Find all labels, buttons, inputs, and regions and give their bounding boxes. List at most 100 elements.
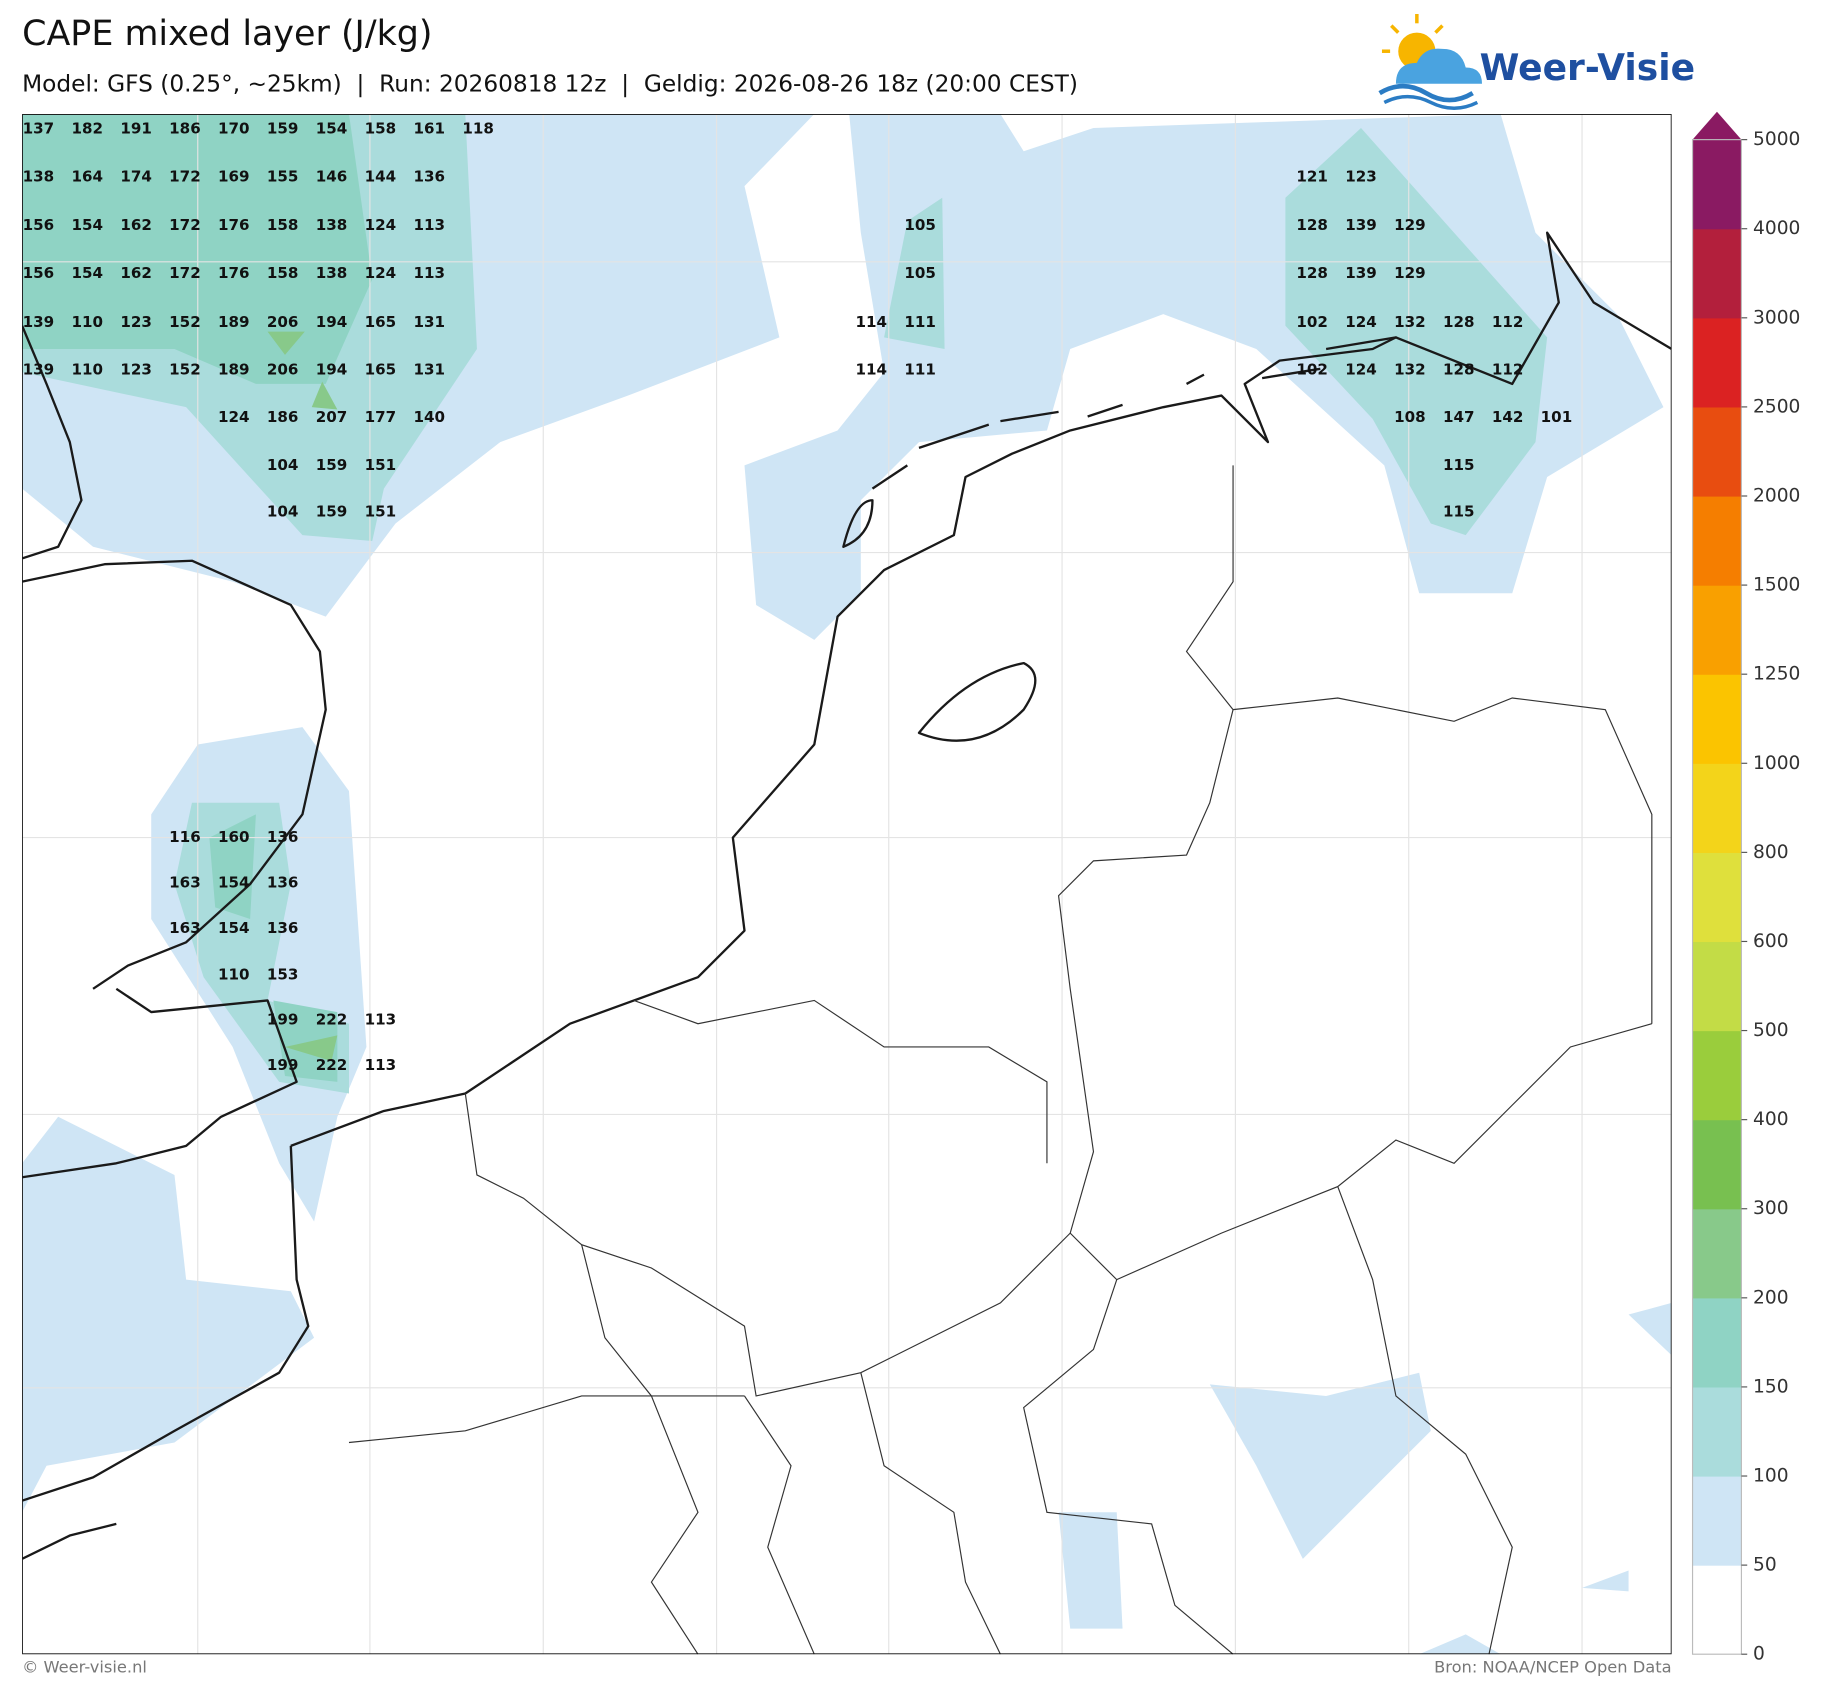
cape-value: 199 bbox=[267, 1011, 299, 1029]
cape-value: 165 bbox=[365, 360, 397, 378]
map: 137 182 191 186 170 159 154 158 161 118 138 164 174 1… bbox=[22, 114, 1672, 1655]
colorbar-label: 300 bbox=[1753, 1198, 1789, 1219]
cape-value: 165 bbox=[365, 313, 397, 331]
cape-value: 110 bbox=[218, 965, 250, 983]
cape-value: 116 bbox=[169, 828, 201, 846]
cape-value: 137 bbox=[23, 120, 55, 138]
cape-value: 111 bbox=[904, 360, 936, 378]
cape-value: 124 bbox=[1345, 313, 1377, 331]
colorbar-band bbox=[1692, 139, 1742, 230]
cape-value: 105 bbox=[904, 216, 936, 234]
cape-value: 154 bbox=[218, 873, 250, 891]
cape-value: 158 bbox=[267, 216, 299, 234]
cape-value: 158 bbox=[365, 120, 397, 138]
cape-value: 113 bbox=[365, 1011, 397, 1029]
cape-value: 118 bbox=[462, 120, 494, 138]
cape-value: 174 bbox=[120, 167, 152, 185]
cape-value: 136 bbox=[267, 919, 299, 937]
cape-value: 128 bbox=[1443, 360, 1475, 378]
cape-value: 136 bbox=[413, 167, 445, 185]
cape-value: 189 bbox=[218, 313, 250, 331]
cape-value: 162 bbox=[120, 264, 152, 282]
cape-value: 114 bbox=[856, 313, 888, 331]
cape-value: 161 bbox=[413, 120, 445, 138]
cape-value: 129 bbox=[1394, 264, 1426, 282]
cape-value: 222 bbox=[316, 1011, 348, 1029]
cape-value: 172 bbox=[169, 264, 201, 282]
cape-value: 162 bbox=[120, 216, 152, 234]
colorbar-band bbox=[1692, 1476, 1742, 1566]
colorbar-band bbox=[1692, 228, 1742, 319]
cape-value: 138 bbox=[23, 167, 55, 185]
cape-value: 154 bbox=[218, 919, 250, 937]
colorbar-label: 500 bbox=[1753, 1020, 1789, 1041]
colorbar-label: 4000 bbox=[1753, 218, 1800, 239]
cape-value: 172 bbox=[169, 167, 201, 185]
colorbar-label: 3000 bbox=[1753, 307, 1800, 328]
cape-value: 101 bbox=[1541, 408, 1573, 426]
cape-value: 170 bbox=[218, 120, 250, 138]
cape-value: 158 bbox=[267, 264, 299, 282]
cape-value: 164 bbox=[71, 167, 103, 185]
cape-value: 102 bbox=[1296, 313, 1328, 331]
cape-value: 144 bbox=[365, 167, 397, 185]
cape-value: 163 bbox=[169, 873, 201, 891]
cape-value: 163 bbox=[169, 919, 201, 937]
cape-value: 206 bbox=[267, 313, 299, 331]
cape-value: 159 bbox=[316, 456, 348, 474]
cape-value: 189 bbox=[218, 360, 250, 378]
colorbar-label: 1000 bbox=[1753, 753, 1800, 774]
colorbar-band bbox=[1692, 1208, 1742, 1299]
colorbar-frame bbox=[1691, 139, 1742, 1655]
cape-value: 112 bbox=[1492, 360, 1524, 378]
cape-value: 155 bbox=[267, 167, 299, 185]
cape-value: 132 bbox=[1394, 313, 1426, 331]
cape-value: 154 bbox=[71, 216, 103, 234]
cape-value: 152 bbox=[169, 360, 201, 378]
cape-value: 199 bbox=[267, 1056, 299, 1074]
cape-value: 128 bbox=[1443, 313, 1475, 331]
cape-value: 123 bbox=[120, 360, 152, 378]
colorbar-band bbox=[1692, 406, 1742, 497]
cape-labels: 137 182 191 186 170 159 154 158 161 118 138 164 174 1… bbox=[23, 120, 1573, 1074]
cape-value: 110 bbox=[71, 360, 103, 378]
footer-left: © Weer-visie.nl bbox=[22, 1658, 147, 1677]
cape-value: 153 bbox=[267, 965, 299, 983]
title: CAPE mixed layer (J/kg) bbox=[22, 14, 432, 54]
cape-value: 159 bbox=[316, 502, 348, 520]
cape-value: 156 bbox=[23, 264, 55, 282]
cape-value: 124 bbox=[218, 408, 250, 426]
colorbar-label: 0 bbox=[1753, 1644, 1765, 1665]
cape-value: 138 bbox=[316, 216, 348, 234]
colorbar-label: 400 bbox=[1753, 1109, 1789, 1130]
cape-value: 124 bbox=[365, 216, 397, 234]
cape-value: 131 bbox=[413, 313, 445, 331]
cape-value: 139 bbox=[1345, 216, 1377, 234]
colorbar-band bbox=[1692, 941, 1742, 1032]
colorbar-label: 2000 bbox=[1753, 486, 1800, 507]
cape-value: 113 bbox=[413, 216, 445, 234]
cape-value: 186 bbox=[169, 120, 201, 138]
cape-value: 160 bbox=[218, 828, 250, 846]
cape-value: 129 bbox=[1394, 216, 1426, 234]
cape-value: 194 bbox=[316, 360, 348, 378]
colorbar-band bbox=[1692, 763, 1742, 853]
cape-value: 139 bbox=[1345, 264, 1377, 282]
cape-value: 176 bbox=[218, 216, 250, 234]
cape-value: 151 bbox=[365, 502, 397, 520]
cape-value: 138 bbox=[316, 264, 348, 282]
colorbar-label: 50 bbox=[1753, 1555, 1777, 1576]
cape-value: 147 bbox=[1443, 408, 1475, 426]
colorbar-label: 800 bbox=[1753, 842, 1789, 863]
cape-value: 206 bbox=[267, 360, 299, 378]
cape-value: 131 bbox=[413, 360, 445, 378]
cape-value: 104 bbox=[267, 502, 299, 520]
footer-right: Bron: NOAA/NCEP Open Data bbox=[1434, 1658, 1672, 1677]
cape-value: 194 bbox=[316, 313, 348, 331]
colorbar-band bbox=[1692, 1030, 1742, 1121]
cape-value: 140 bbox=[413, 408, 445, 426]
cape-value: 151 bbox=[365, 456, 397, 474]
cape-value: 124 bbox=[365, 264, 397, 282]
cape-value: 136 bbox=[267, 873, 299, 891]
